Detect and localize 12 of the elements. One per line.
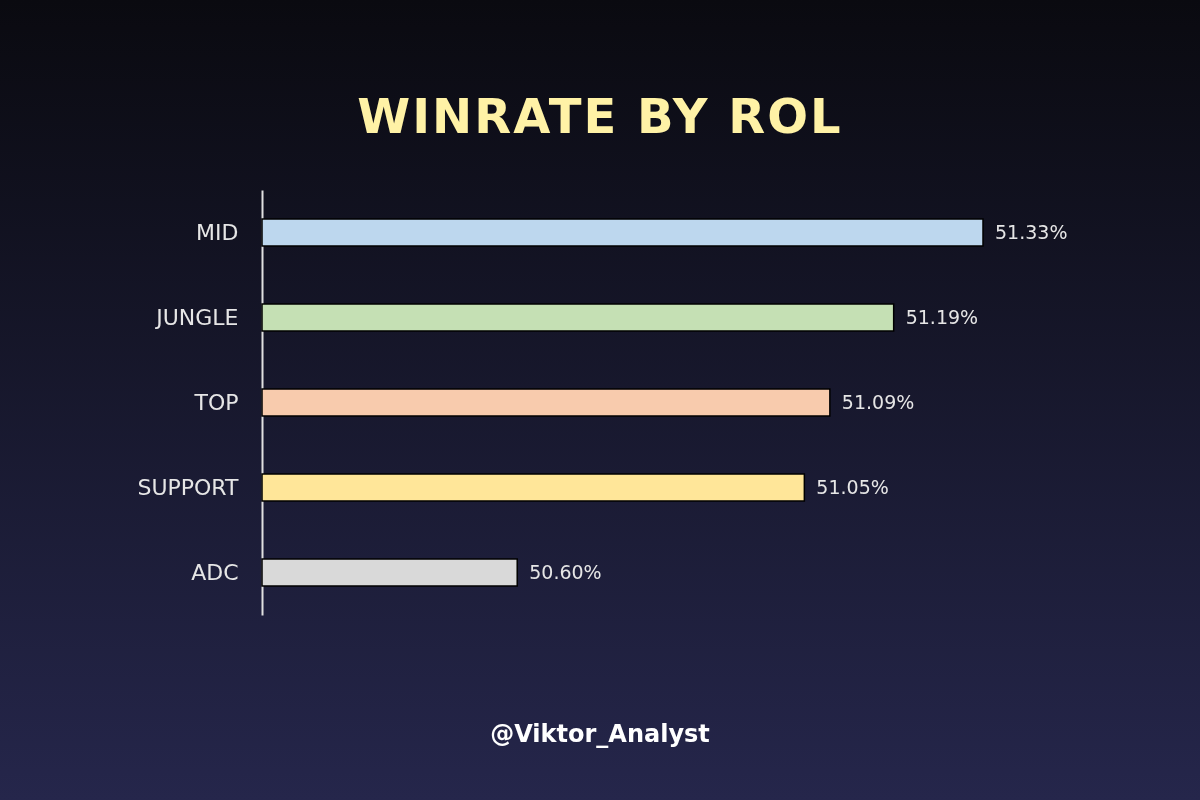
y-tick-label: SUPPORT	[137, 474, 240, 500]
y-tick-label: ADC	[191, 559, 239, 585]
y-tick-label: JUNGLE	[154, 304, 239, 330]
data-label: 51.09%	[841, 390, 915, 413]
y-tick-label: MID	[196, 219, 239, 245]
text: @Viktor_Analyst	[489, 720, 711, 748]
chart-title: WINRATE BY ROL	[356, 88, 844, 144]
data-label: 51.19%	[905, 305, 979, 328]
data-label: 51.05%	[816, 475, 889, 498]
data-label: 50.60%	[529, 560, 602, 583]
data-label: 51.33%	[995, 220, 1068, 243]
y-tick-label: TOP	[193, 389, 239, 415]
